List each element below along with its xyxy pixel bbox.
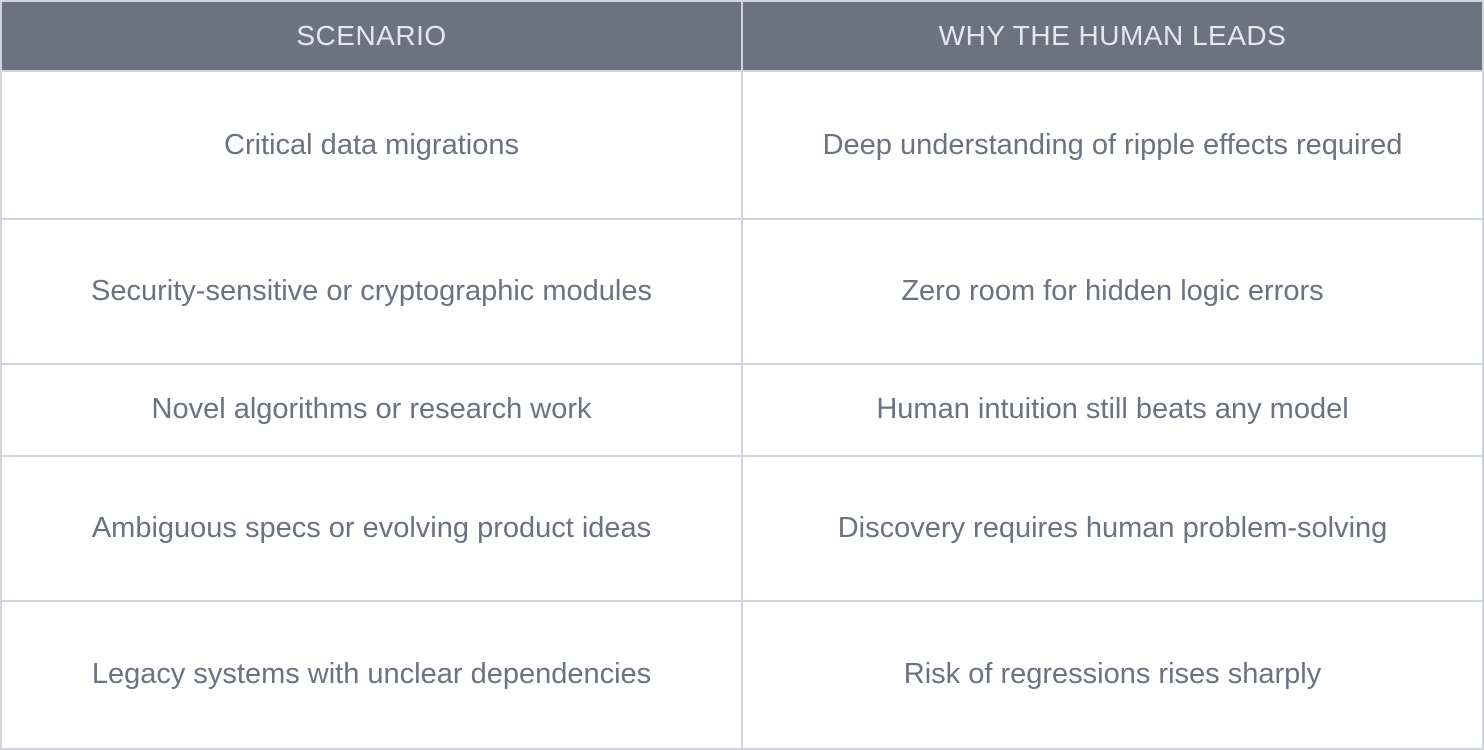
scenario-cell: Novel algorithms or research work [0, 362, 743, 458]
table-row: Legacy systems with unclear dependencies… [0, 599, 1484, 750]
reason-cell: Discovery requires human problem-solving [741, 455, 1484, 602]
table-row: Ambiguous specs or evolving product idea… [0, 455, 1484, 602]
column-header-scenario: SCENARIO [0, 0, 743, 72]
scenario-cell: Security-sensitive or cryptographic modu… [0, 218, 743, 365]
table-row: Novel algorithms or research work Human … [0, 362, 1484, 458]
reason-cell: Deep understanding of ripple effects req… [741, 69, 1484, 221]
table-row: Critical data migrations Deep understand… [0, 69, 1484, 221]
table-header: SCENARIO WHY THE HUMAN LEADS [0, 0, 1484, 72]
table-body: Critical data migrations Deep understand… [0, 69, 1484, 750]
reason-cell: Zero room for hidden logic errors [741, 218, 1484, 365]
reason-cell: Human intuition still beats any model [741, 362, 1484, 458]
scenario-cell: Ambiguous specs or evolving product idea… [0, 455, 743, 602]
header-row: SCENARIO WHY THE HUMAN LEADS [0, 0, 1484, 72]
reason-cell: Risk of regressions rises sharply [741, 599, 1484, 750]
column-header-why-human-leads: WHY THE HUMAN LEADS [741, 0, 1484, 72]
scenario-cell: Critical data migrations [0, 69, 743, 221]
table-row: Security-sensitive or cryptographic modu… [0, 218, 1484, 365]
scenario-cell: Legacy systems with unclear dependencies [0, 599, 743, 750]
